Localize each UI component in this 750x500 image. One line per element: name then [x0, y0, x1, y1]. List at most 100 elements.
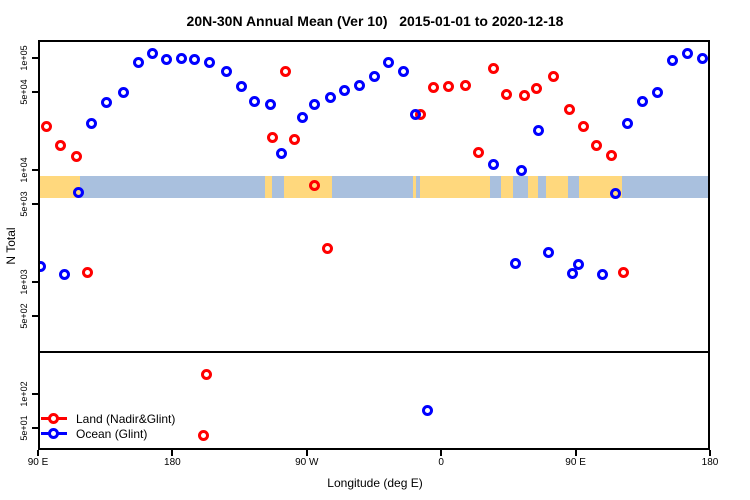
- data-point-ocean: [353, 80, 365, 92]
- data-point-ocean: [487, 159, 499, 171]
- ocean-legend-symbol: [41, 428, 67, 439]
- x-axis-tick-label: 90 W: [295, 457, 319, 468]
- data-point-ocean: [296, 111, 308, 123]
- ocean-legend-circle-icon: [48, 428, 59, 439]
- data-point-ocean: [204, 56, 216, 68]
- data-point-ocean: [667, 55, 679, 67]
- data-point-land: [71, 151, 83, 163]
- map-land-segment: [38, 176, 80, 199]
- data-point-land: [564, 103, 576, 115]
- data-point-land: [198, 429, 210, 441]
- x-axis-tick-label: 0: [438, 457, 444, 468]
- data-point-land: [201, 368, 213, 380]
- data-point-ocean: [652, 86, 664, 98]
- data-point-ocean: [132, 56, 144, 68]
- map-land-segment: [412, 176, 416, 199]
- world-map-strip: [38, 176, 710, 199]
- y-axis-tick: [32, 426, 38, 429]
- legend-label-ocean: Ocean (Glint): [76, 426, 148, 441]
- legend-label-land: Land (Nadir&Glint): [76, 411, 176, 426]
- data-point-ocean: [422, 405, 434, 417]
- data-point-ocean: [38, 260, 47, 272]
- x-axis-tick-label: 90 E: [27, 457, 49, 468]
- map-land-segment: [284, 176, 333, 199]
- data-point-ocean: [383, 56, 395, 68]
- data-point-ocean: [59, 268, 71, 280]
- plot-area: [38, 40, 710, 450]
- data-point-ocean: [368, 70, 380, 82]
- reference-line: [38, 351, 710, 354]
- data-point-ocean: [596, 268, 608, 280]
- data-point-ocean: [147, 48, 159, 60]
- data-point-ocean: [101, 97, 113, 109]
- data-point-ocean: [410, 108, 422, 120]
- data-point-land: [41, 120, 53, 132]
- x-axis-title: Longitude (deg E): [327, 476, 423, 490]
- data-point-ocean: [697, 52, 709, 64]
- legend-item-land: Land (Nadir&Glint): [41, 411, 175, 426]
- data-point-ocean: [189, 53, 201, 65]
- data-point-ocean: [622, 117, 634, 129]
- data-point-ocean: [338, 85, 350, 97]
- data-point-ocean: [265, 98, 277, 110]
- data-point-ocean: [175, 52, 187, 64]
- data-point-land: [459, 80, 471, 92]
- data-point-ocean: [160, 53, 172, 65]
- data-point-land: [280, 65, 292, 77]
- data-point-land: [473, 147, 485, 159]
- data-point-land: [289, 133, 301, 145]
- data-point-land: [547, 70, 559, 82]
- x-axis-tick-label: 180: [701, 457, 719, 468]
- data-point-land: [617, 266, 629, 278]
- data-point-ocean: [275, 148, 287, 160]
- data-point-ocean: [308, 98, 320, 110]
- x-axis-tick: [574, 450, 577, 456]
- y-axis-tick: [32, 169, 38, 171]
- map-land-segment: [500, 176, 513, 199]
- data-point-ocean: [532, 125, 544, 137]
- x-axis-tick-label: 180: [164, 457, 181, 468]
- data-point-land: [428, 82, 440, 94]
- data-point-ocean: [543, 247, 555, 259]
- y-axis-tick: [32, 57, 38, 59]
- y-axis-tick: [32, 393, 38, 395]
- chart-title: 20N-30N Annual Mean (Ver 10) 2015-01-01 …: [186, 13, 564, 29]
- data-point-ocean: [117, 87, 129, 99]
- data-point-ocean: [567, 267, 579, 279]
- y-axis-tick: [32, 314, 38, 317]
- map-land-segment: [264, 176, 273, 199]
- data-point-land: [605, 149, 617, 161]
- data-point-land: [443, 81, 455, 93]
- legend-item-ocean: Ocean (Glint): [41, 426, 175, 441]
- y-axis-tick: [32, 281, 38, 283]
- data-point-land: [266, 131, 278, 143]
- legend: Land (Nadir&Glint) Ocean (Glint): [41, 411, 175, 441]
- map-land-segment: [545, 176, 569, 199]
- data-point-ocean: [220, 66, 232, 78]
- data-point-land: [81, 266, 93, 278]
- data-point-ocean: [72, 186, 84, 198]
- x-axis-tick: [709, 450, 711, 456]
- land-legend-circle-icon: [48, 413, 59, 424]
- y-axis-tick: [32, 90, 38, 93]
- data-point-ocean: [516, 164, 528, 176]
- data-point-ocean: [398, 65, 410, 77]
- data-point-ocean: [682, 48, 694, 60]
- y-axis-tick-label: 5e+01: [19, 415, 29, 441]
- y-axis-tick-label: 5e+04: [19, 79, 29, 105]
- data-point-ocean: [86, 118, 98, 130]
- x-axis-tick: [171, 450, 174, 456]
- data-point-land: [487, 62, 499, 74]
- data-point-land: [531, 83, 543, 95]
- x-axis-tick: [440, 450, 443, 456]
- x-axis-tick-label: 90 E: [565, 457, 586, 468]
- data-point-ocean: [573, 259, 585, 271]
- y-axis-tick-label: 5e+03: [19, 191, 29, 217]
- data-point-ocean: [235, 81, 247, 93]
- data-point-land: [519, 90, 531, 102]
- y-axis-tick: [32, 202, 38, 205]
- data-point-land: [308, 180, 320, 192]
- data-point-ocean: [325, 92, 337, 104]
- land-legend-symbol: [41, 413, 67, 424]
